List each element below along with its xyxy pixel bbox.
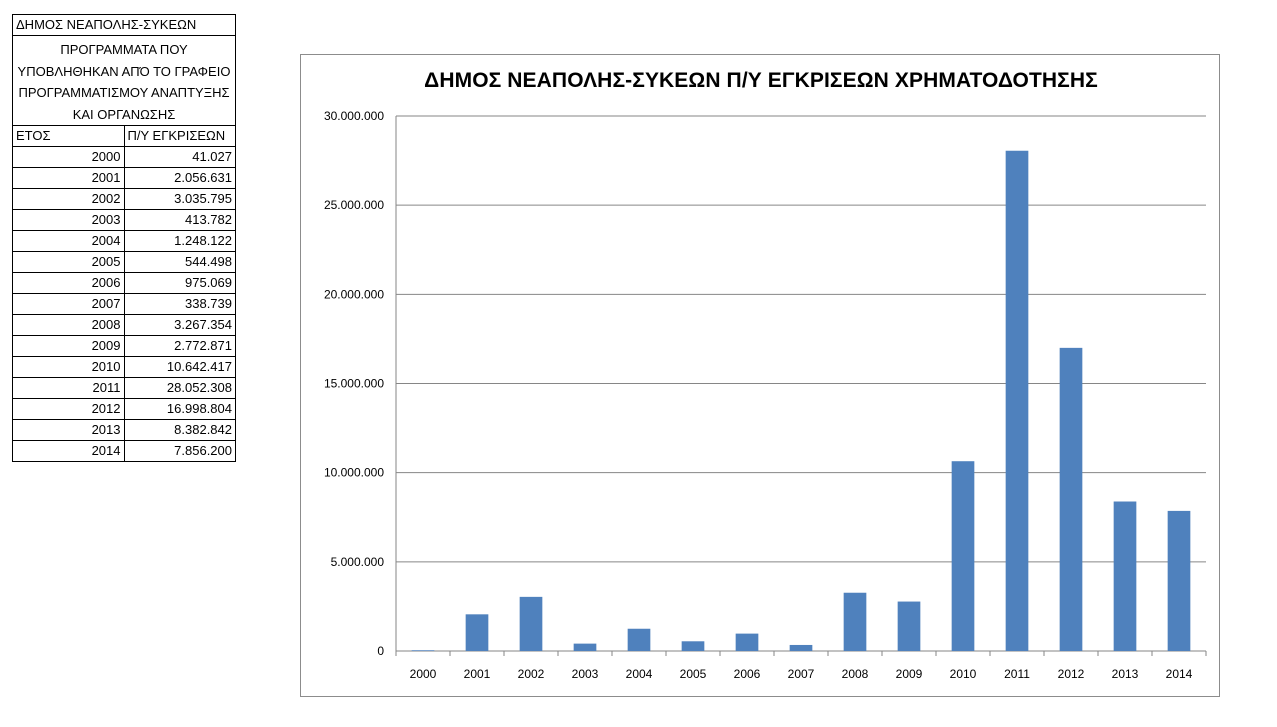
- y-tick-label: 20.000.000: [324, 287, 384, 301]
- x-tick-label: 2005: [680, 667, 707, 681]
- x-tick-label: 2011: [1004, 667, 1030, 681]
- x-tick-label: 2012: [1058, 667, 1085, 681]
- table-cell-year: 2005: [12, 251, 125, 273]
- table-cell-value: 544.498: [123, 251, 236, 273]
- table-cell-value: 2.056.631: [123, 167, 236, 189]
- table-cell-value: 3.035.795: [123, 188, 236, 210]
- y-tick-label: 10.000.000: [324, 466, 384, 480]
- table-row: 2003 413.782: [12, 209, 236, 231]
- column-header-year: ΕΤΟΣ: [12, 125, 125, 147]
- table-cell-year: 2011: [12, 377, 125, 399]
- table-row: 2008 3.267.354: [12, 314, 236, 336]
- y-tick-label: 30.000.000: [324, 109, 384, 123]
- x-tick-label: 2000: [410, 667, 437, 681]
- bar-2009: [897, 601, 921, 651]
- table-cell-year: 2003: [12, 209, 125, 231]
- bar-2002: [519, 596, 543, 651]
- x-tick-label: 2014: [1166, 667, 1193, 681]
- chart-area: ΔΗΜΟΣ ΝΕΑΠΟΛΗΣ-ΣΥΚΕΩΝ Π/Υ ΕΓΚΡΙΣΕΩΝ ΧΡΗΜ…: [300, 54, 1220, 697]
- table-row: 2011 28.052.308: [12, 377, 236, 399]
- x-tick-label: 2001: [464, 667, 491, 681]
- table-row: 2007 338.739: [12, 293, 236, 315]
- x-tick-label: 2004: [626, 667, 653, 681]
- table-row: 2012 16.998.804: [12, 398, 236, 420]
- table-cell-value: 338.739: [123, 293, 236, 315]
- x-tick-label: 2002: [518, 667, 545, 681]
- table-cell-value: 3.267.354: [123, 314, 236, 336]
- bar-2005: [681, 641, 705, 651]
- table-row: 2001 2.056.631: [12, 167, 236, 189]
- table-cell-year: 2001: [12, 167, 125, 189]
- table-cell-year: 2014: [12, 440, 125, 462]
- bar-2006: [735, 633, 759, 651]
- table-cell-value: 28.052.308: [123, 377, 236, 399]
- table-cell-value: 1.248.122: [123, 230, 236, 252]
- data-table: ΔΗΜΟΣ ΝΕΑΠΟΛΗΣ-ΣΥΚΕΩΝ ΠΡΟΓΡΑΜΜΑΤΑ ΠΟΥ ΥΠ…: [12, 14, 236, 462]
- table-cell-value: 413.782: [123, 209, 236, 231]
- table-row: 2006 975.069: [12, 272, 236, 294]
- table-cell-value: 2.772.871: [123, 335, 236, 357]
- y-tick-label: 5.000.000: [331, 555, 385, 569]
- bar-2010: [951, 461, 975, 651]
- table-cell-value: 41.027: [123, 146, 236, 168]
- table-cell-year: 2004: [12, 230, 125, 252]
- bar-2011: [1005, 150, 1029, 652]
- table-row: 2013 8.382.842: [12, 419, 236, 441]
- x-tick-label: 2006: [734, 667, 761, 681]
- y-tick-label: 25.000.000: [324, 198, 384, 212]
- table-cell-year: 2012: [12, 398, 125, 420]
- table-row: 2014 7.856.200: [12, 440, 236, 462]
- bar-chart: 0 5.000.000 10.000.000 15.000.000 20.000.000…: [324, 109, 1207, 681]
- table-row: 2002 3.035.795: [12, 188, 236, 210]
- x-tick-label: 2007: [788, 667, 815, 681]
- y-tick-label: 15.000.000: [324, 377, 384, 391]
- table-cell-value: 10.642.417: [123, 356, 236, 378]
- table-cell-year: 2010: [12, 356, 125, 378]
- chart-title: ΔΗΜΟΣ ΝΕΑΠΟΛΗΣ-ΣΥΚΕΩΝ Π/Υ ΕΓΚΡΙΣΕΩΝ ΧΡΗΜ…: [424, 69, 1098, 92]
- y-tick-label: 0: [377, 644, 384, 658]
- table-cell-year: 2013: [12, 419, 125, 441]
- bar-2013: [1113, 501, 1137, 651]
- table-row: 2010 10.642.417: [12, 356, 236, 378]
- table-cell-year: 2008: [12, 314, 125, 336]
- bar-2007: [789, 644, 813, 651]
- x-tick-label: 2010: [950, 667, 977, 681]
- table-cell-year: 2000: [12, 146, 125, 168]
- table-cell-value: 975.069: [123, 272, 236, 294]
- table-row: 2005 544.498: [12, 251, 236, 273]
- table-description: ΠΡΟΓΡΑΜΜΑΤΑ ΠΟΥ ΥΠΟΒΛΗΘΗΚΑΝ ΑΠΌ ΤΟ ΓΡΑΦΕ…: [12, 35, 236, 126]
- x-tick-label: 2008: [842, 667, 869, 681]
- table-cell-year: 2009: [12, 335, 125, 357]
- table-row: 2009 2.772.871: [12, 335, 236, 357]
- x-tick-label: 2013: [1112, 667, 1139, 681]
- table-cell-value: 7.856.200: [123, 440, 236, 462]
- table-cell-value: 16.998.804: [123, 398, 236, 420]
- bar-2004: [627, 628, 651, 651]
- table-cell-year: 2007: [12, 293, 125, 315]
- x-tick-label: 2003: [572, 667, 599, 681]
- table-title: ΔΗΜΟΣ ΝΕΑΠΟΛΗΣ-ΣΥΚΕΩΝ: [12, 14, 236, 36]
- bar-2000: [411, 650, 435, 651]
- bar-2012: [1059, 347, 1083, 651]
- table-row: 2000 41.027: [12, 146, 236, 168]
- table-cell-year: 2006: [12, 272, 125, 294]
- x-tick-label: 2009: [896, 667, 923, 681]
- table-cell-value: 8.382.842: [123, 419, 236, 441]
- bar-2001: [465, 614, 489, 651]
- table-cell-year: 2002: [12, 188, 125, 210]
- table-row: 2004 1.248.122: [12, 230, 236, 252]
- column-header-value: Π/Υ ΕΓΚΡΙΣΕΩΝ: [123, 125, 236, 147]
- bar-2003: [573, 643, 597, 651]
- bar-2014: [1167, 510, 1191, 651]
- bar-2008: [843, 592, 867, 651]
